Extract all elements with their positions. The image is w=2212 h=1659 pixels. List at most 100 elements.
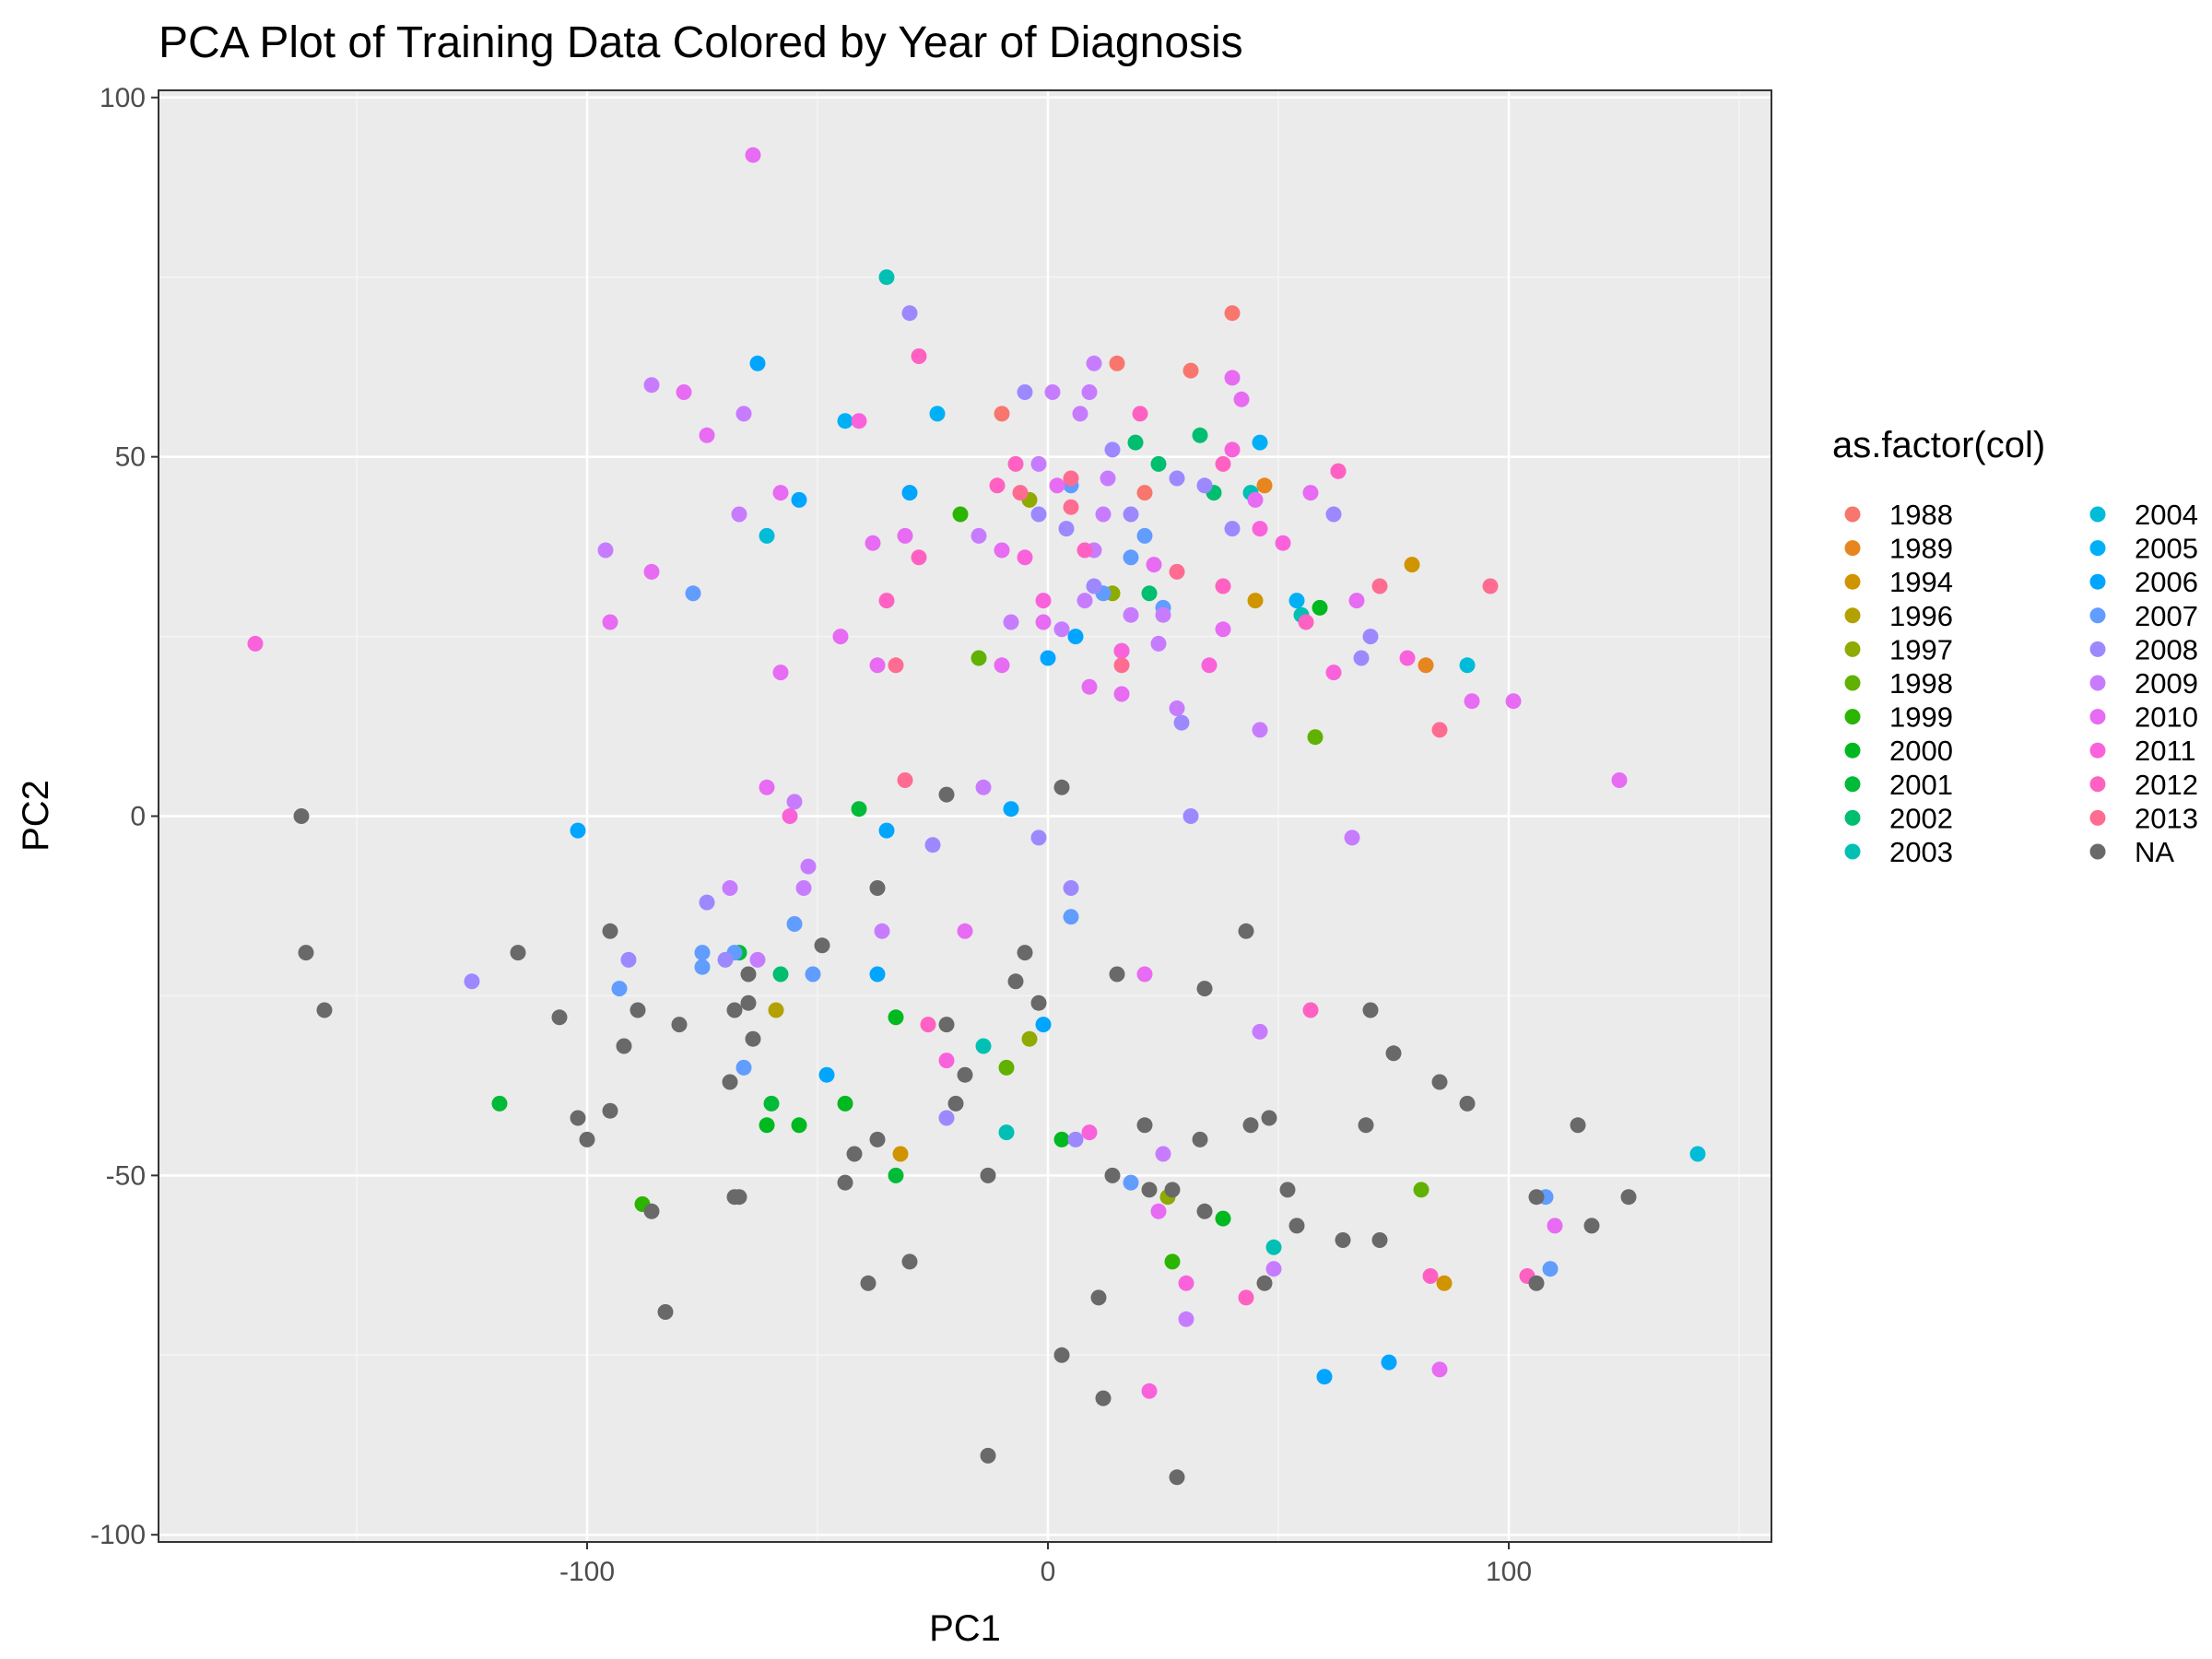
data-point-2000 <box>1312 599 1328 616</box>
data-point-2009 <box>1077 593 1093 609</box>
data-point-2008 <box>1224 521 1241 537</box>
data-point-2006 <box>570 822 586 839</box>
data-point-na <box>869 1131 886 1147</box>
data-point-2011 <box>1275 535 1291 551</box>
data-point-2008 <box>1182 808 1199 824</box>
data-point-2013 <box>1012 485 1029 501</box>
data-point-1989 <box>1418 657 1434 674</box>
data-point-na <box>1169 1469 1185 1486</box>
legend-key-2003 <box>1844 843 1861 860</box>
data-point-2010 <box>1431 1361 1448 1378</box>
data-point-na <box>980 1167 996 1183</box>
data-point-na <box>1196 981 1213 997</box>
data-point-2011 <box>1035 593 1052 609</box>
data-point-2009 <box>795 880 812 896</box>
data-point-2007 <box>1123 549 1139 566</box>
data-point-2013 <box>1482 578 1499 594</box>
data-point-1999 <box>952 506 969 523</box>
data-point-2013 <box>1063 499 1079 515</box>
legend-key-1994 <box>1844 573 1861 590</box>
data-point-2008 <box>699 894 715 911</box>
data-point-na <box>731 1189 747 1206</box>
data-point-2002 <box>1127 434 1144 451</box>
data-point-2002 <box>772 966 789 982</box>
y-tick-label: 50 <box>115 442 146 473</box>
data-point-na <box>671 1017 688 1033</box>
data-point-2011 <box>1081 1124 1098 1141</box>
data-point-na <box>1385 1045 1402 1062</box>
data-point-2006 <box>1035 1017 1052 1033</box>
legend-label: 2012 <box>2135 769 2198 801</box>
data-point-2010 <box>1505 693 1522 710</box>
data-point-2006 <box>878 822 895 839</box>
data-point-na <box>722 1074 738 1090</box>
data-point-2010 <box>1348 593 1365 609</box>
data-point-2009 <box>1100 470 1116 487</box>
data-point-na <box>1261 1110 1277 1126</box>
legend-key-2001 <box>1844 776 1861 793</box>
data-point-1994 <box>892 1146 909 1162</box>
legend-label: 1996 <box>1889 600 1953 632</box>
data-point-1999 <box>1164 1253 1181 1270</box>
data-point-1988 <box>1109 355 1125 371</box>
data-point-2012 <box>1215 578 1231 594</box>
legend-label: 2008 <box>2135 633 2198 665</box>
data-point-2011 <box>247 635 264 652</box>
data-point-2008 <box>1086 578 1102 594</box>
data-point-2008 <box>1353 650 1370 666</box>
data-point-1998 <box>1413 1182 1430 1198</box>
data-point-1988 <box>1136 485 1153 501</box>
data-point-2012 <box>1422 1268 1439 1284</box>
data-point-na <box>1242 1117 1259 1134</box>
data-point-2001 <box>851 801 867 818</box>
data-point-2009 <box>643 377 660 394</box>
data-point-2009 <box>1169 700 1185 716</box>
data-point-2009 <box>722 880 738 896</box>
data-point-na <box>1570 1117 1586 1134</box>
data-point-na <box>1431 1074 1448 1090</box>
data-point-2011 <box>1399 650 1416 666</box>
data-point-2011 <box>1141 1382 1158 1399</box>
data-point-2010 <box>1146 557 1162 573</box>
data-point-2009 <box>731 506 747 523</box>
data-point-2011 <box>938 1053 955 1069</box>
data-point-2010 <box>1611 772 1628 788</box>
data-point-1988 <box>1182 362 1199 379</box>
data-point-na <box>957 1066 973 1083</box>
data-point-2010 <box>772 485 789 501</box>
data-point-2009 <box>735 406 752 422</box>
x-axis-ticks: -100 0 100 <box>559 1542 1532 1587</box>
data-point-2009 <box>975 779 992 795</box>
data-point-na <box>837 1174 853 1191</box>
data-point-2009 <box>1044 384 1061 400</box>
data-point-2011 <box>1113 642 1130 659</box>
data-point-2005 <box>1288 593 1305 609</box>
data-point-2010 <box>1302 485 1319 501</box>
data-point-2011 <box>1017 549 1033 566</box>
data-point-na <box>740 994 757 1011</box>
data-point-2008 <box>464 973 480 990</box>
data-point-2009 <box>1252 1023 1268 1040</box>
x-axis-title: PC1 <box>929 1608 1001 1649</box>
y-tick-label: 0 <box>130 802 146 832</box>
data-point-2009 <box>1081 384 1098 400</box>
legend: 1988198919941996199719981999200020012002… <box>1844 499 2198 868</box>
legend-key-1988 <box>1844 506 1861 523</box>
data-point-2007 <box>1123 1174 1139 1191</box>
chart-title: PCA Plot of Training Data Colored by Yea… <box>159 18 1243 67</box>
data-point-2008 <box>1017 384 1033 400</box>
y-axis-ticks: -100 -50 0 50 100 <box>90 83 159 1550</box>
data-point-na <box>1109 966 1125 982</box>
legend-key-2011 <box>2089 742 2106 759</box>
data-point-2008 <box>1325 506 1342 523</box>
data-point-2010 <box>1113 686 1130 702</box>
data-point-2009 <box>1265 1261 1282 1277</box>
data-point-2007 <box>805 966 821 982</box>
data-point-2012 <box>1077 542 1093 559</box>
y-tick-label: -50 <box>106 1160 146 1191</box>
legend-key-2000 <box>1844 742 1861 759</box>
data-point-2011 <box>1201 657 1218 674</box>
data-point-na <box>740 966 757 982</box>
data-point-2009 <box>800 858 817 875</box>
data-point-2011 <box>1178 1275 1194 1291</box>
